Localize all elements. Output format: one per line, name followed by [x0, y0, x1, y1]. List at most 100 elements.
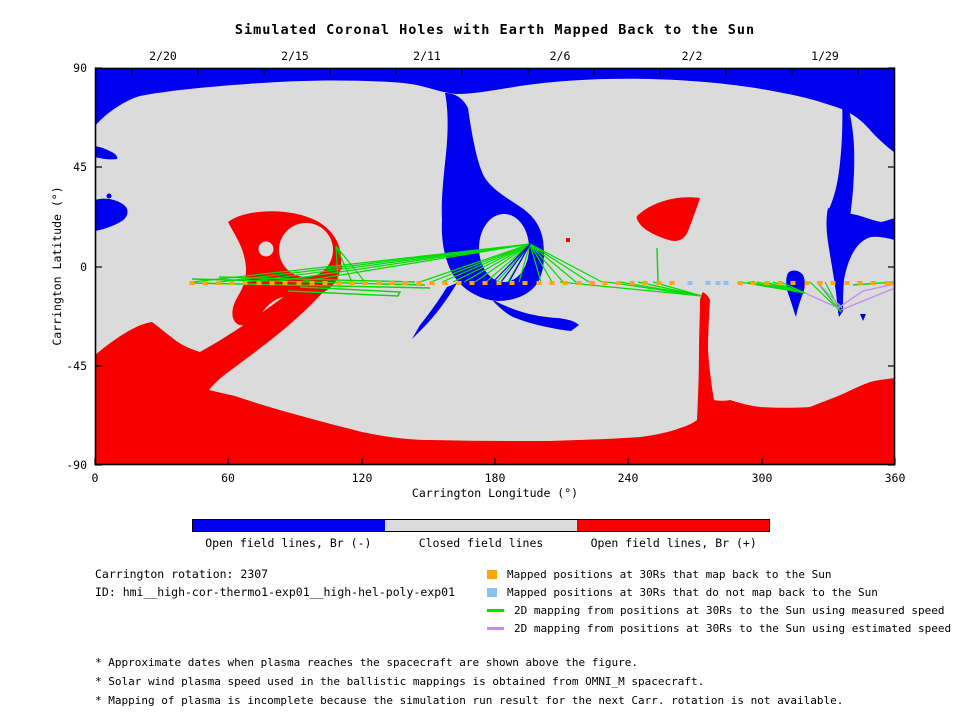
- mapped-position-marker: [656, 281, 662, 285]
- top-open-field-band: [95, 68, 895, 153]
- mapping-line-green: [463, 243, 531, 283]
- run-info: Carrington rotation: 2307 ID: hmi__high-…: [95, 565, 455, 601]
- x-axis-tick-label: 300: [752, 471, 773, 485]
- top-axis-date-label: 2/15: [281, 49, 309, 63]
- x-axis-tick-label: 60: [221, 471, 235, 485]
- mapping-line-green: [474, 243, 531, 283]
- mapping-line-green: [335, 245, 366, 283]
- footnote: * Approximate dates when plasma reaches …: [95, 656, 639, 669]
- legend-item-label: 2D mapping from positions at 30Rs to the…: [514, 603, 945, 617]
- tongue-tail-right: [493, 301, 579, 331]
- bottom-open-field-band: [95, 259, 895, 465]
- right-bird-neck: [829, 98, 855, 217]
- left-edge-sliver: [95, 146, 118, 160]
- x-axis-tick-label: 240: [618, 471, 639, 485]
- right-bird: [826, 208, 895, 317]
- run-id-text: ID: hmi__high-cor-thermo1-exp01__high-he…: [95, 585, 456, 599]
- mapping-line-green: [335, 245, 353, 283]
- mapped-position-marker: [442, 281, 448, 285]
- mapped-position-marker: [456, 281, 462, 285]
- legend-line-swatch: [487, 608, 504, 612]
- mapped-position-marker: [884, 281, 890, 285]
- page-title: Simulated Coronal Holes with Earth Mappe…: [234, 22, 756, 38]
- mapping-line-green: [452, 243, 531, 283]
- mapping-line-green: [297, 243, 531, 283]
- mapped-position-marker: [522, 281, 528, 285]
- colorbar-segment: [577, 520, 769, 531]
- unmapped-position-marker: [705, 281, 711, 285]
- legend-item-label: Mapped positions at 30Rs that map back t…: [507, 567, 832, 581]
- mapping-line-blue: [492, 243, 531, 283]
- top-axis-date-label: 1/29: [811, 49, 839, 63]
- mapping-line-green: [441, 243, 531, 283]
- mapping-line-green: [637, 281, 703, 297]
- x-axis-tick-label: 180: [485, 471, 506, 485]
- y-axis-tick-label: 90: [73, 61, 87, 75]
- top-axis-date-label: 2/6: [550, 49, 571, 63]
- mapped-position-marker: [669, 281, 675, 285]
- colorbar-segment: [193, 520, 385, 531]
- mapped-position-marker: [229, 281, 235, 285]
- mapping-line-green: [430, 243, 531, 283]
- legend-item-label: Mapped positions at 30Rs that do not map…: [507, 585, 878, 599]
- field-lines-colorbar: [192, 519, 770, 532]
- mapped-position-marker: [629, 281, 635, 285]
- mapped-position-marker: [870, 281, 876, 285]
- mapped-position-marker: [189, 281, 195, 285]
- mapping-line-green: [780, 281, 806, 294]
- mapping-line-green: [529, 243, 590, 283]
- mapped-position-marker: [890, 281, 896, 285]
- legend-square-swatch: [487, 569, 497, 579]
- legend-line-swatch: [487, 626, 504, 630]
- mapping-line-green: [529, 243, 542, 283]
- unmapped-position-marker: [687, 281, 693, 285]
- footnote: * Mapping of plasma is incomplete becaus…: [95, 694, 844, 707]
- symbol-legend: Mapped positions at 30Rs that map back t…: [487, 565, 951, 637]
- unmapped-position-marker: [715, 281, 721, 285]
- mapped-position-marker: [496, 281, 502, 285]
- mapped-position-marker: [256, 281, 262, 285]
- mapping-line-green: [485, 243, 531, 283]
- mapped-position-marker: [309, 281, 315, 285]
- mid-red-triangle: [636, 197, 700, 241]
- mapping-line-green: [518, 243, 531, 283]
- mapping-line-green: [529, 243, 564, 283]
- mapped-position-marker: [562, 281, 568, 285]
- mapped-position-marker: [402, 281, 408, 285]
- mapped-position-marker: [844, 281, 850, 285]
- top-axis-date-label: 2/11: [413, 49, 441, 63]
- mapped-position-marker: [349, 281, 355, 285]
- mapped-position-marker: [296, 281, 302, 285]
- mapped-position-marker: [857, 281, 863, 285]
- legend-square-swatch: [487, 587, 497, 597]
- mapping-line-purple: [804, 283, 896, 309]
- mapped-position-marker: [750, 281, 756, 285]
- mapping-line-purple: [816, 281, 843, 309]
- hook-bay: [279, 222, 333, 278]
- y-axis-tick-label: 0: [80, 260, 87, 274]
- mapped-position-marker: [589, 281, 595, 285]
- mapped-position-marker: [790, 281, 796, 285]
- top-axis-date-label: 2/2: [682, 49, 703, 63]
- mapped-position-marker: [269, 281, 275, 285]
- mapping-line-green: [287, 286, 402, 297]
- mapped-position-marker: [804, 281, 810, 285]
- mapping-line-green: [529, 243, 603, 283]
- mapped-position-marker: [322, 281, 328, 285]
- tiny-red-dot: [566, 238, 570, 242]
- mapping-line-green: [218, 276, 416, 283]
- mapped-position-marker: [764, 281, 770, 285]
- mapped-position-marker: [429, 281, 435, 285]
- mapped-position-marker: [549, 281, 555, 285]
- mapping-line-green: [656, 247, 659, 283]
- y-axis-tick-label: -90: [66, 458, 87, 472]
- legend-item: 2D mapping from positions at 30Rs to the…: [487, 601, 951, 619]
- x-axis-tick-label: 0: [92, 471, 99, 485]
- left-edge-dot: [106, 193, 112, 199]
- mapping-line-green: [335, 245, 339, 283]
- mapped-position-marker: [642, 281, 648, 285]
- legend-item-label: 2D mapping from positions at 30Rs to the…: [514, 621, 952, 635]
- mapped-position-marker: [509, 281, 515, 285]
- legend-item: 2D mapping from positions at 30Rs to the…: [487, 619, 951, 637]
- mapped-position-marker: [202, 281, 208, 285]
